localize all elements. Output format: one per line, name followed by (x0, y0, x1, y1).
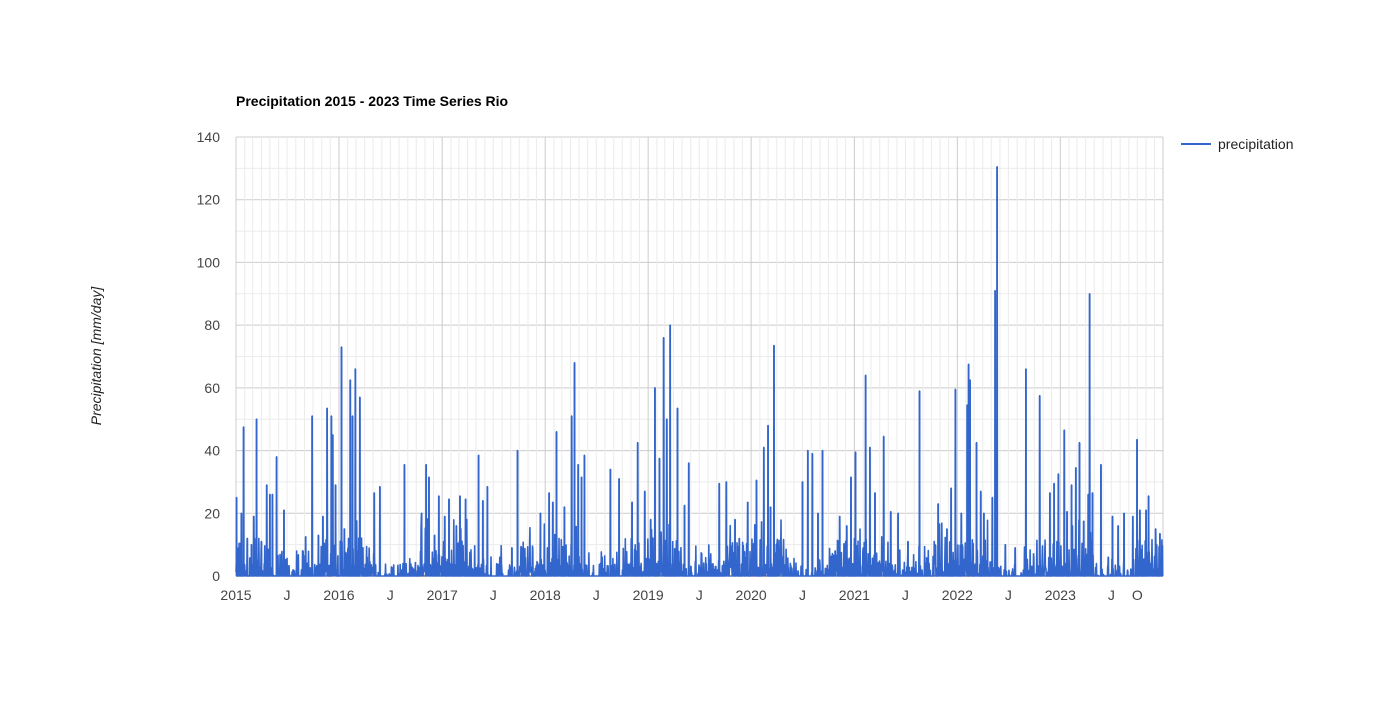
y-tick-label: 20 (204, 505, 220, 521)
x-tick-label: J (593, 587, 600, 603)
grid (235, 136, 1164, 577)
legend-label-precipitation: precipitation (1218, 136, 1294, 152)
y-tick-label: 80 (204, 317, 220, 333)
x-tick-label: 2022 (942, 587, 973, 603)
x-tick-label: 2019 (633, 587, 664, 603)
x-tick-label: 2023 (1045, 587, 1076, 603)
x-tick-label: J (902, 587, 909, 603)
legend[interactable]: precipitation (1181, 136, 1294, 152)
x-tick-label: J (799, 587, 806, 603)
x-tick-label: 2018 (530, 587, 561, 603)
x-tick-label: 2017 (427, 587, 458, 603)
y-axis: 0 20 40 60 80 100 120 140 (197, 129, 221, 584)
series-line-precipitation (235, 165, 1164, 577)
x-tick-label: J (1108, 587, 1115, 603)
x-tick-label: 2016 (323, 587, 354, 603)
x-tick-label: J (490, 587, 497, 603)
y-tick-label: 100 (197, 254, 221, 270)
x-tick-label: 2015 (220, 587, 251, 603)
x-tick-label: 2020 (736, 587, 767, 603)
y-tick-label: 120 (197, 192, 221, 208)
x-tick-label: 2021 (839, 587, 870, 603)
y-tick-label: 60 (204, 380, 220, 396)
series-precipitation (235, 165, 1164, 577)
x-axis: 2015 J 2016 J 2017 J 2018 J 2019 J 2020 J 2021 J 2022 J… (220, 587, 1142, 603)
y-tick-label: 140 (197, 129, 221, 145)
x-tick-label: J (1005, 587, 1012, 603)
x-tick-label: O (1132, 587, 1143, 603)
y-tick-label: 0 (212, 568, 220, 584)
x-tick-label: J (387, 587, 394, 603)
y-axis-label: Precipitation [mm/day] (88, 286, 104, 426)
x-tick-label: J (284, 587, 291, 603)
y-tick-label: 40 (204, 443, 220, 459)
chart-title: Precipitation 2015 - 2023 Time Series Ri… (236, 93, 508, 109)
x-tick-label: J (696, 587, 703, 603)
